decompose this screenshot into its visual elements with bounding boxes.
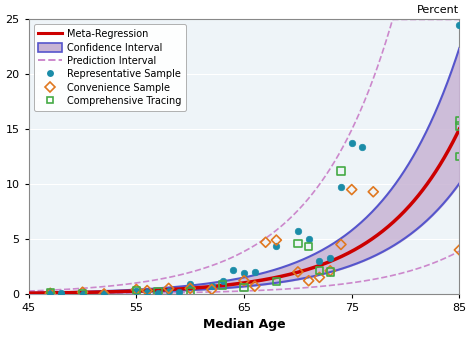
- Point: [316, 258, 323, 264]
- Point: [186, 289, 194, 294]
- Point: [455, 118, 463, 123]
- Point: [186, 281, 194, 287]
- Point: [165, 286, 172, 291]
- Point: [240, 284, 248, 290]
- Point: [208, 283, 216, 289]
- Point: [455, 247, 463, 253]
- Point: [370, 189, 377, 194]
- Point: [455, 22, 463, 28]
- X-axis label: Median Age: Median Age: [203, 318, 286, 332]
- Point: [240, 270, 248, 276]
- Point: [143, 289, 151, 294]
- Point: [133, 287, 140, 292]
- Point: [262, 240, 270, 245]
- Point: [316, 268, 323, 274]
- Point: [229, 267, 237, 272]
- Point: [133, 288, 140, 293]
- Point: [79, 290, 86, 296]
- Point: [327, 268, 334, 274]
- Legend: Meta-Regression, Confidence Interval, Prediction Interval, Representative Sample: Meta-Regression, Confidence Interval, Pr…: [34, 24, 186, 111]
- Point: [240, 278, 248, 283]
- Point: [348, 141, 355, 146]
- Point: [251, 283, 259, 289]
- Point: [186, 286, 194, 291]
- Point: [154, 289, 162, 294]
- Point: [219, 278, 226, 283]
- Point: [316, 275, 323, 280]
- Point: [294, 241, 302, 246]
- Point: [455, 123, 463, 129]
- Point: [272, 237, 280, 243]
- Point: [79, 291, 86, 297]
- Point: [359, 144, 366, 150]
- Point: [79, 289, 86, 295]
- Point: [348, 187, 355, 192]
- Point: [455, 154, 463, 159]
- Point: [143, 288, 151, 293]
- Point: [208, 287, 216, 292]
- Point: [305, 278, 312, 283]
- Point: [176, 289, 183, 295]
- Point: [46, 290, 54, 296]
- Text: Percent: Percent: [417, 5, 459, 15]
- Point: [294, 269, 302, 275]
- Point: [305, 244, 312, 249]
- Point: [219, 282, 226, 288]
- Point: [57, 290, 65, 296]
- Point: [305, 236, 312, 242]
- Point: [154, 290, 162, 296]
- Point: [46, 290, 54, 296]
- Point: [101, 290, 108, 296]
- Point: [46, 290, 54, 296]
- Point: [165, 288, 172, 293]
- Point: [337, 168, 345, 174]
- Point: [133, 288, 140, 293]
- Point: [272, 279, 280, 284]
- Point: [101, 291, 108, 297]
- Point: [251, 269, 259, 275]
- Point: [327, 255, 334, 261]
- Point: [294, 228, 302, 234]
- Point: [337, 242, 345, 247]
- Point: [337, 185, 345, 190]
- Point: [327, 269, 334, 275]
- Point: [272, 243, 280, 248]
